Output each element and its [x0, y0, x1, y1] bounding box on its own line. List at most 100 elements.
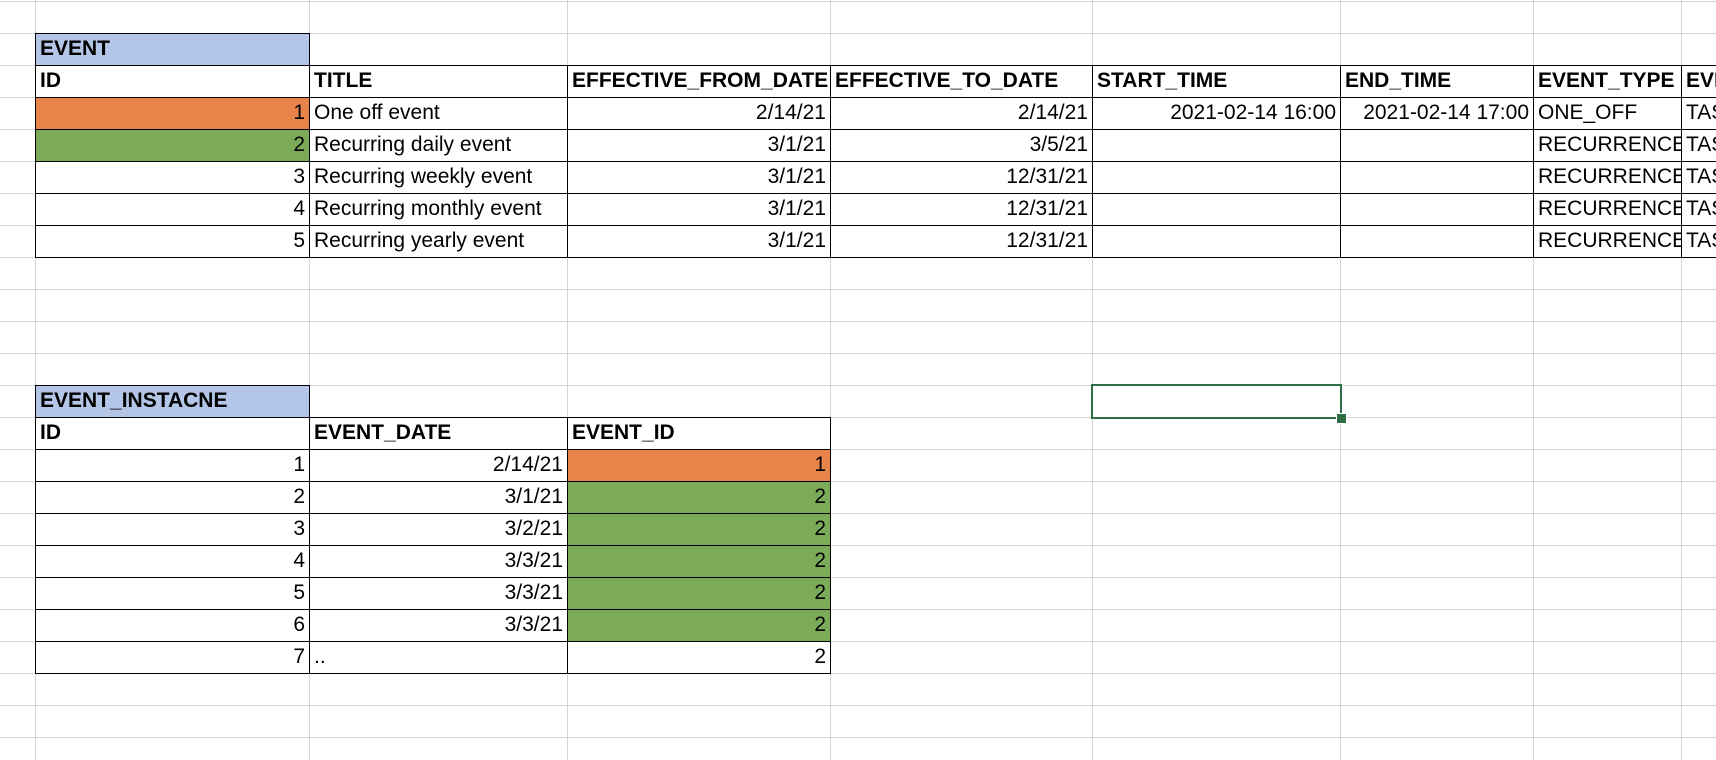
table-cell[interactable] — [1092, 161, 1341, 194]
event-id-cell[interactable]: 1 — [35, 97, 310, 130]
table-cell[interactable]: 3/1/21 — [567, 129, 831, 162]
table-cell[interactable]: TAS — [1681, 129, 1716, 162]
table-cell[interactable] — [1340, 161, 1534, 194]
table-cell[interactable]: .. — [309, 641, 568, 674]
column-header[interactable]: START_TIME — [1092, 65, 1341, 98]
event-id-ref-cell[interactable]: 2 — [567, 481, 831, 514]
fill-handle[interactable] — [1336, 413, 1347, 424]
column-header[interactable]: EFFECTIVE_TO_DATE — [830, 65, 1093, 98]
column-header[interactable]: ID — [35, 65, 310, 98]
table-cell[interactable]: One off event — [309, 97, 568, 130]
table-cell[interactable]: 3/1/21 — [567, 193, 831, 226]
column-header[interactable]: END_TIME — [1340, 65, 1534, 98]
column-header[interactable]: EVE — [1681, 65, 1716, 98]
gridline-vertical — [309, 0, 310, 760]
table-cell[interactable]: 12/31/21 — [830, 225, 1093, 258]
table-cell[interactable]: Recurring weekly event — [309, 161, 568, 194]
table-cell[interactable]: 6 — [35, 609, 310, 642]
table-cell[interactable]: 2 — [35, 481, 310, 514]
table-cell[interactable]: 7 — [35, 641, 310, 674]
event-id-ref-cell[interactable]: 2 — [567, 609, 831, 642]
table-cell[interactable]: RECURRENCE — [1533, 225, 1682, 258]
table-cell[interactable]: RECURRENCE — [1533, 161, 1682, 194]
table-cell[interactable]: 2/14/21 — [309, 449, 568, 482]
table-cell[interactable] — [1340, 225, 1534, 258]
gridline-horizontal — [0, 385, 1716, 386]
table-cell[interactable]: ONE_OFF — [1533, 97, 1682, 130]
gridline-horizontal — [0, 321, 1716, 322]
table-cell[interactable]: 2/14/21 — [830, 97, 1093, 130]
event-id-cell[interactable]: 3 — [35, 161, 310, 194]
event-id-cell[interactable]: 2 — [35, 129, 310, 162]
gridline-horizontal — [0, 673, 1716, 674]
active-cell-selection[interactable] — [1091, 384, 1342, 419]
table-cell[interactable]: 3/5/21 — [830, 129, 1093, 162]
gridline-horizontal — [0, 609, 1716, 610]
table-cell[interactable] — [1092, 225, 1341, 258]
table-cell[interactable]: TAS — [1681, 193, 1716, 226]
event-id-ref-cell[interactable]: 1 — [567, 449, 831, 482]
gridline-vertical — [1340, 0, 1341, 760]
column-header[interactable]: EFFECTIVE_FROM_DATE — [567, 65, 831, 98]
table-cell[interactable]: 3/1/21 — [567, 225, 831, 258]
gridline-vertical — [1533, 0, 1534, 760]
table-cell[interactable]: 3/3/21 — [309, 609, 568, 642]
gridline-horizontal — [0, 641, 1716, 642]
table-cell[interactable]: 3/3/21 — [309, 577, 568, 610]
gridline-horizontal — [0, 289, 1716, 290]
table-cell[interactable]: 2021-02-14 16:00 — [1092, 97, 1341, 130]
table-cell[interactable]: 12/31/21 — [830, 193, 1093, 226]
table-cell[interactable]: 3/1/21 — [309, 481, 568, 514]
table-cell[interactable] — [1092, 129, 1341, 162]
table-cell[interactable]: Recurring yearly event — [309, 225, 568, 258]
table-cell[interactable] — [1340, 193, 1534, 226]
gridline-vertical — [1681, 0, 1682, 760]
gridline-vertical — [567, 0, 568, 760]
table-cell[interactable]: 5 — [35, 577, 310, 610]
table-cell[interactable]: 3/2/21 — [309, 513, 568, 546]
event-id-cell[interactable]: 5 — [35, 225, 310, 258]
table-cell[interactable]: 3/3/21 — [309, 545, 568, 578]
column-header[interactable]: TITLE — [309, 65, 568, 98]
gridline-horizontal — [0, 481, 1716, 482]
table-cell[interactable]: 2/14/21 — [567, 97, 831, 130]
event-id-ref-cell[interactable]: 2 — [567, 577, 831, 610]
gridline-horizontal — [0, 33, 1716, 34]
gridline-horizontal — [0, 449, 1716, 450]
table-cell[interactable]: Recurring daily event — [309, 129, 568, 162]
event-id-ref-cell[interactable]: 2 — [567, 641, 831, 674]
column-header[interactable]: EVENT_TYPE — [1533, 65, 1682, 98]
gridline-vertical — [35, 0, 36, 760]
table-title-event[interactable]: EVENT — [35, 33, 310, 66]
table-cell[interactable] — [1340, 129, 1534, 162]
event-id-ref-cell[interactable]: 2 — [567, 513, 831, 546]
gridline-vertical — [830, 0, 831, 760]
table-cell[interactable]: RECURRENCE — [1533, 193, 1682, 226]
table-cell[interactable]: 3 — [35, 513, 310, 546]
table-cell[interactable]: 4 — [35, 545, 310, 578]
gridline-horizontal — [0, 353, 1716, 354]
table-cell[interactable]: 1 — [35, 449, 310, 482]
gridline-horizontal — [0, 705, 1716, 706]
table-title-event-instance[interactable]: EVENT_INSTACNE — [35, 385, 310, 418]
table-cell[interactable]: 2021-02-14 17:00 — [1340, 97, 1534, 130]
gridline-vertical — [1092, 0, 1093, 760]
event-id-cell[interactable]: 4 — [35, 193, 310, 226]
column-header[interactable]: EVENT_ID — [567, 417, 831, 450]
table-cell[interactable]: 12/31/21 — [830, 161, 1093, 194]
gridline-horizontal — [0, 577, 1716, 578]
table-cell[interactable]: 3/1/21 — [567, 161, 831, 194]
table-cell[interactable]: TAS — [1681, 97, 1716, 130]
column-header[interactable]: EVENT_DATE — [309, 417, 568, 450]
table-cell[interactable]: TAS — [1681, 225, 1716, 258]
gridline-horizontal — [0, 545, 1716, 546]
table-cell[interactable] — [1092, 193, 1341, 226]
table-cell[interactable]: RECURRENCE — [1533, 129, 1682, 162]
gridline-horizontal — [0, 1, 1716, 2]
event-id-ref-cell[interactable]: 2 — [567, 545, 831, 578]
table-cell[interactable]: Recurring monthly event — [309, 193, 568, 226]
gridline-horizontal — [0, 513, 1716, 514]
gridline-horizontal — [0, 737, 1716, 738]
table-cell[interactable]: TAS — [1681, 161, 1716, 194]
column-header[interactable]: ID — [35, 417, 310, 450]
